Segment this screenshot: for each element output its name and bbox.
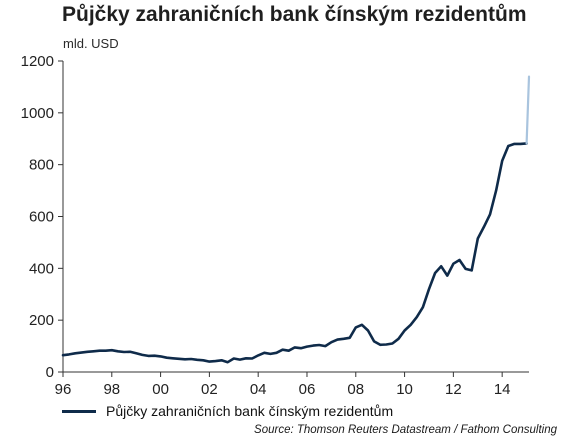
x-tick-label: 98 xyxy=(103,381,120,398)
x-tick-label: 08 xyxy=(347,381,364,398)
x-tick-label: 02 xyxy=(201,381,218,398)
series-line-loans xyxy=(61,142,528,364)
series-line-projection xyxy=(525,75,531,145)
y-tick-label: 400 xyxy=(29,260,54,277)
y-tick-label: 800 xyxy=(29,157,54,174)
legend-label: Půjčky zahraničních bank čínským reziden… xyxy=(106,403,394,419)
x-tick-label: 04 xyxy=(250,381,267,398)
x-axis: 96 98 00 02 04 06 08 10 12 14 xyxy=(55,371,529,398)
x-tick-label: 00 xyxy=(152,381,169,398)
legend-swatch xyxy=(62,409,96,413)
chart-unit-label: mld. USD xyxy=(63,36,119,51)
y-tick-label: 600 xyxy=(29,209,54,226)
source-note: Source: Thomson Reuters Datastream / Fat… xyxy=(254,424,557,436)
x-tick-label: 96 xyxy=(55,381,72,398)
chart-title: Půjčky zahraničních bank čínským reziden… xyxy=(62,3,527,26)
x-tick-label: 06 xyxy=(299,381,316,398)
y-tick-label: 1200 xyxy=(21,53,54,70)
legend: Půjčky zahraničních bank čínským reziden… xyxy=(62,403,393,419)
x-tick-label: 10 xyxy=(396,381,413,398)
y-tick-label: 200 xyxy=(29,312,54,329)
x-tick-label: 12 xyxy=(445,381,462,398)
y-tick-label: 1000 xyxy=(21,105,54,122)
series-layer xyxy=(61,75,531,364)
x-tick-label: 14 xyxy=(494,381,511,398)
y-axis: 0 200 400 600 800 1000 1200 xyxy=(21,53,64,381)
y-tick-label: 0 xyxy=(46,364,54,381)
